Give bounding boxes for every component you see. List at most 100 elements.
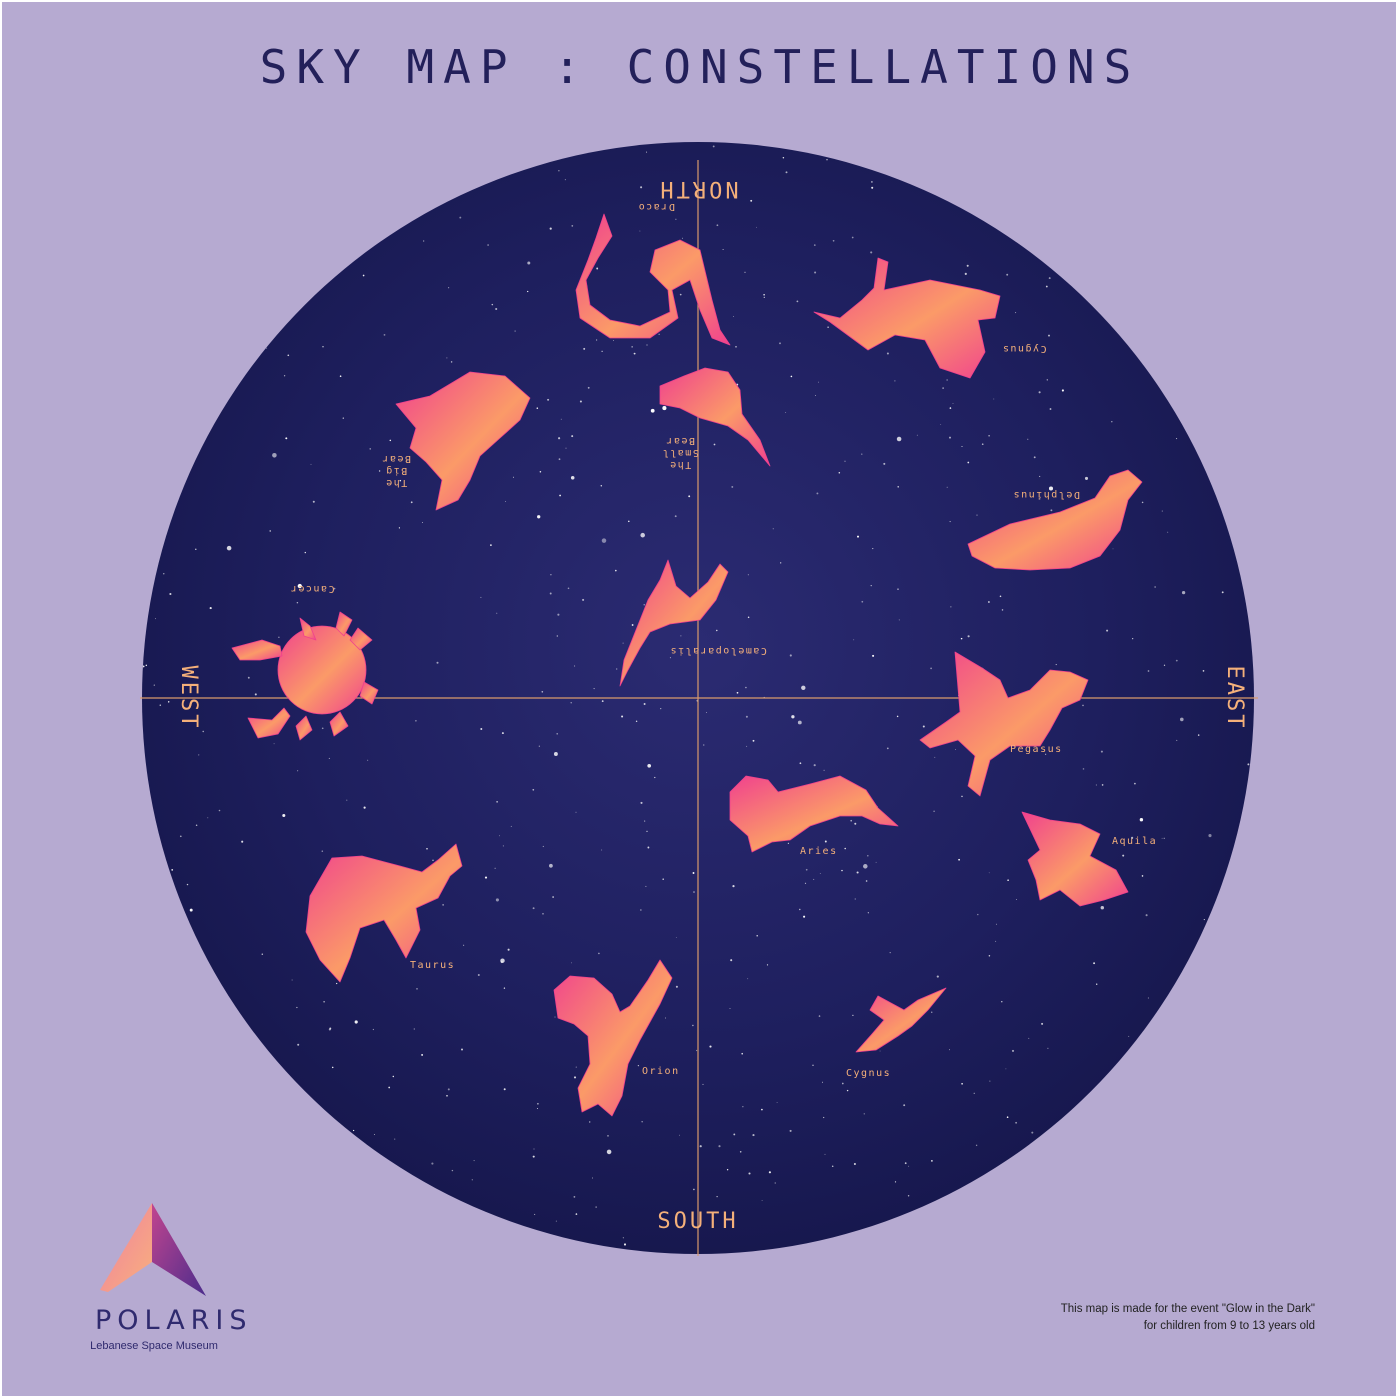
star <box>801 685 806 690</box>
star <box>142 665 145 668</box>
star <box>398 527 400 529</box>
west-label: WEST <box>176 666 201 731</box>
svg-text:The: The <box>385 477 408 488</box>
star <box>392 1075 395 1078</box>
star <box>1015 312 1017 314</box>
star <box>675 218 677 220</box>
star <box>1046 379 1048 381</box>
star <box>207 817 209 819</box>
star <box>1084 476 1089 480</box>
star <box>940 424 942 425</box>
star <box>739 1151 742 1153</box>
star <box>942 387 944 389</box>
constellation-label-cygnus-south: Cygnus <box>846 1068 891 1079</box>
star <box>662 406 667 411</box>
star <box>791 715 795 719</box>
star <box>1154 586 1156 588</box>
footnote-line-2: for children from 9 to 13 years old <box>1143 1320 1315 1332</box>
star <box>745 686 747 689</box>
star <box>451 1169 454 1172</box>
star <box>993 398 995 400</box>
star <box>733 316 734 317</box>
star <box>640 532 645 538</box>
star <box>155 618 156 620</box>
star <box>790 375 793 378</box>
star <box>459 216 462 219</box>
star <box>269 530 271 532</box>
star <box>527 290 529 293</box>
star <box>916 434 918 436</box>
star <box>1048 277 1051 280</box>
star <box>480 728 483 730</box>
star <box>342 417 344 419</box>
star <box>731 485 734 488</box>
star <box>575 1066 577 1068</box>
star <box>190 671 193 674</box>
star <box>601 350 603 352</box>
star <box>931 1160 933 1162</box>
star <box>547 398 550 401</box>
star <box>159 704 162 706</box>
star <box>774 1182 776 1184</box>
star <box>875 861 877 863</box>
star <box>639 230 641 232</box>
star <box>1128 1035 1130 1037</box>
star <box>1247 763 1250 766</box>
star <box>503 987 506 989</box>
star <box>1082 704 1084 707</box>
star <box>487 244 489 246</box>
star <box>813 244 816 246</box>
star <box>1145 914 1148 917</box>
star <box>321 727 324 730</box>
svg-text:Bear: Bear <box>381 453 411 464</box>
constellation-label-cameloparalis: Cameloparalis <box>669 645 767 656</box>
star <box>934 756 936 758</box>
star <box>373 1133 375 1135</box>
star <box>635 720 638 722</box>
star <box>756 935 758 937</box>
star <box>1139 818 1144 822</box>
star <box>1134 782 1136 785</box>
star <box>282 813 286 818</box>
star <box>556 635 558 637</box>
star <box>898 619 900 621</box>
star <box>896 436 902 442</box>
star <box>1006 273 1009 276</box>
star <box>894 380 896 382</box>
star <box>579 400 582 403</box>
star <box>1095 784 1097 786</box>
constellation-label-cygnus-north: Cygnus <box>1001 343 1046 354</box>
star <box>1221 591 1224 594</box>
star <box>1096 983 1098 985</box>
star <box>844 847 846 850</box>
star <box>680 635 682 637</box>
star <box>463 944 465 946</box>
constellation-label-big-bear: The Big Bear <box>381 453 411 488</box>
star <box>615 569 617 572</box>
star <box>598 952 600 955</box>
star <box>693 1188 695 1191</box>
star <box>871 181 873 183</box>
star <box>573 1076 577 1079</box>
aries-figure <box>729 775 899 853</box>
star <box>713 443 716 446</box>
star <box>473 1160 475 1162</box>
star <box>558 437 561 440</box>
star <box>964 272 967 275</box>
star <box>779 342 781 345</box>
star <box>841 1082 844 1085</box>
star <box>388 1086 391 1089</box>
star <box>421 1053 424 1056</box>
star <box>554 1016 556 1018</box>
star <box>693 891 695 893</box>
star <box>961 795 963 798</box>
star <box>442 904 444 906</box>
star <box>549 227 552 230</box>
star <box>512 476 514 478</box>
star <box>1122 854 1125 857</box>
cameloparalis-figure <box>619 559 729 687</box>
star <box>850 819 853 822</box>
star <box>702 1083 704 1085</box>
star <box>383 334 386 336</box>
star <box>752 1134 755 1137</box>
